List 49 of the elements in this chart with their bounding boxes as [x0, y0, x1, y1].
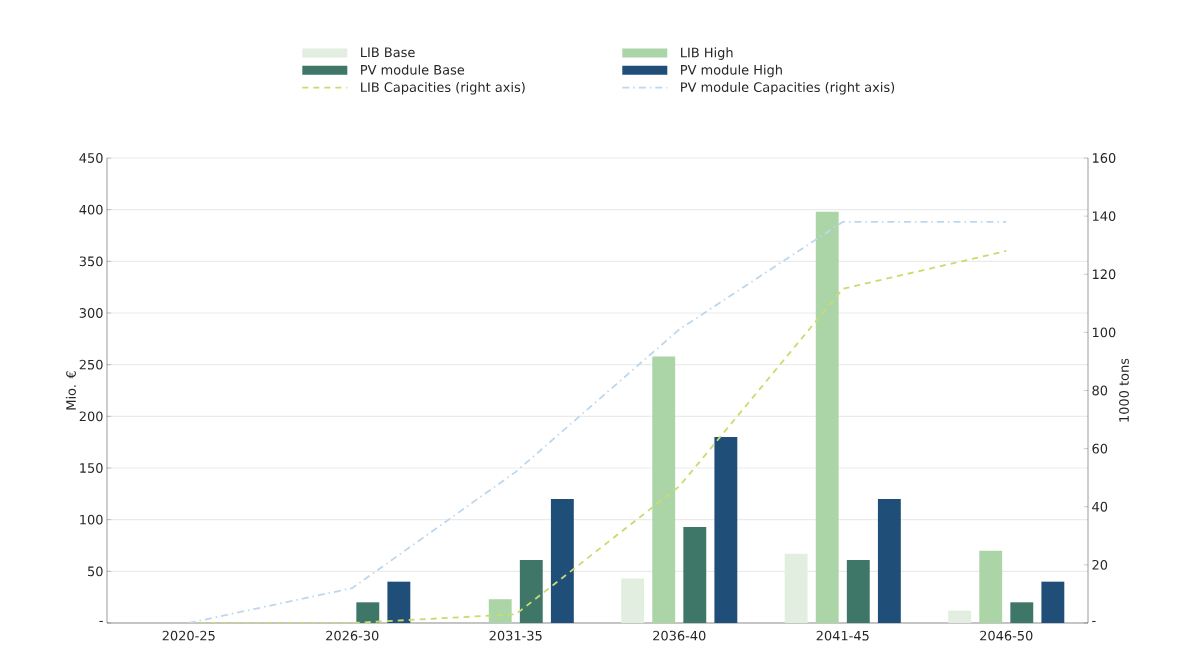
- x-tick-label: 2036-40: [653, 630, 706, 641]
- bar: [815, 211, 839, 623]
- bar: [621, 578, 645, 623]
- x-tick-label: 2041-45: [816, 630, 869, 641]
- y-tick-label: 450: [79, 153, 103, 163]
- y-tick-label: 200: [79, 411, 103, 422]
- legend-label: PV module High: [681, 64, 782, 78]
- y2-tick-label: 60: [1092, 443, 1108, 454]
- x-tick-label: 2031-35: [489, 630, 542, 641]
- legend-label: LIB Base: [361, 47, 415, 58]
- bar: [550, 498, 574, 623]
- bar: [948, 610, 972, 623]
- y2-tick-label: 80: [1092, 385, 1108, 396]
- y-tick-label: 250: [79, 359, 103, 370]
- bar: [519, 559, 543, 623]
- x-tick-label: 2020-25: [162, 630, 215, 641]
- legend-label: LIB High: [681, 47, 733, 60]
- legend-label: PV module Base: [361, 64, 465, 75]
- bar: [877, 498, 901, 623]
- y2-tick-label: -: [1092, 620, 1096, 622]
- y-tick-label: 50: [88, 566, 103, 577]
- bar: [979, 550, 1003, 623]
- bar: [652, 356, 676, 623]
- y2-axis-title: 1000 tons: [1119, 358, 1129, 422]
- bar: [714, 436, 738, 623]
- y2-tick-label: 140: [1092, 211, 1116, 222]
- y2-tick-label: 160: [1092, 153, 1116, 163]
- y-axis-title: Mio. €: [65, 371, 76, 410]
- y2-tick-label: 120: [1092, 269, 1116, 280]
- x-tick-label: 2026-30: [326, 630, 379, 641]
- y2-tick-label: 20: [1092, 559, 1108, 570]
- y-tick-label: 100: [80, 514, 103, 525]
- legend-label: PV module Capacities (right axis): [681, 82, 895, 95]
- bar: [356, 602, 380, 623]
- y2-tick-label: 100: [1092, 327, 1116, 338]
- y-tick-label: 150: [80, 463, 103, 473]
- bar: [846, 559, 870, 623]
- bar: [1041, 581, 1065, 623]
- bar: [1010, 602, 1034, 623]
- y-tick-label: 400: [79, 204, 103, 215]
- legend-label: LIB Capacities (right axis): [361, 82, 525, 95]
- bar: [488, 599, 512, 623]
- y-tick-label: 300: [79, 308, 103, 318]
- y2-tick-label: 40: [1092, 501, 1108, 512]
- x-tick-label: 2046-50: [980, 630, 1033, 641]
- y-tick-label: 350: [79, 256, 103, 267]
- bar: [683, 526, 707, 623]
- y-tick-label: -: [99, 620, 103, 622]
- bar: [387, 581, 411, 623]
